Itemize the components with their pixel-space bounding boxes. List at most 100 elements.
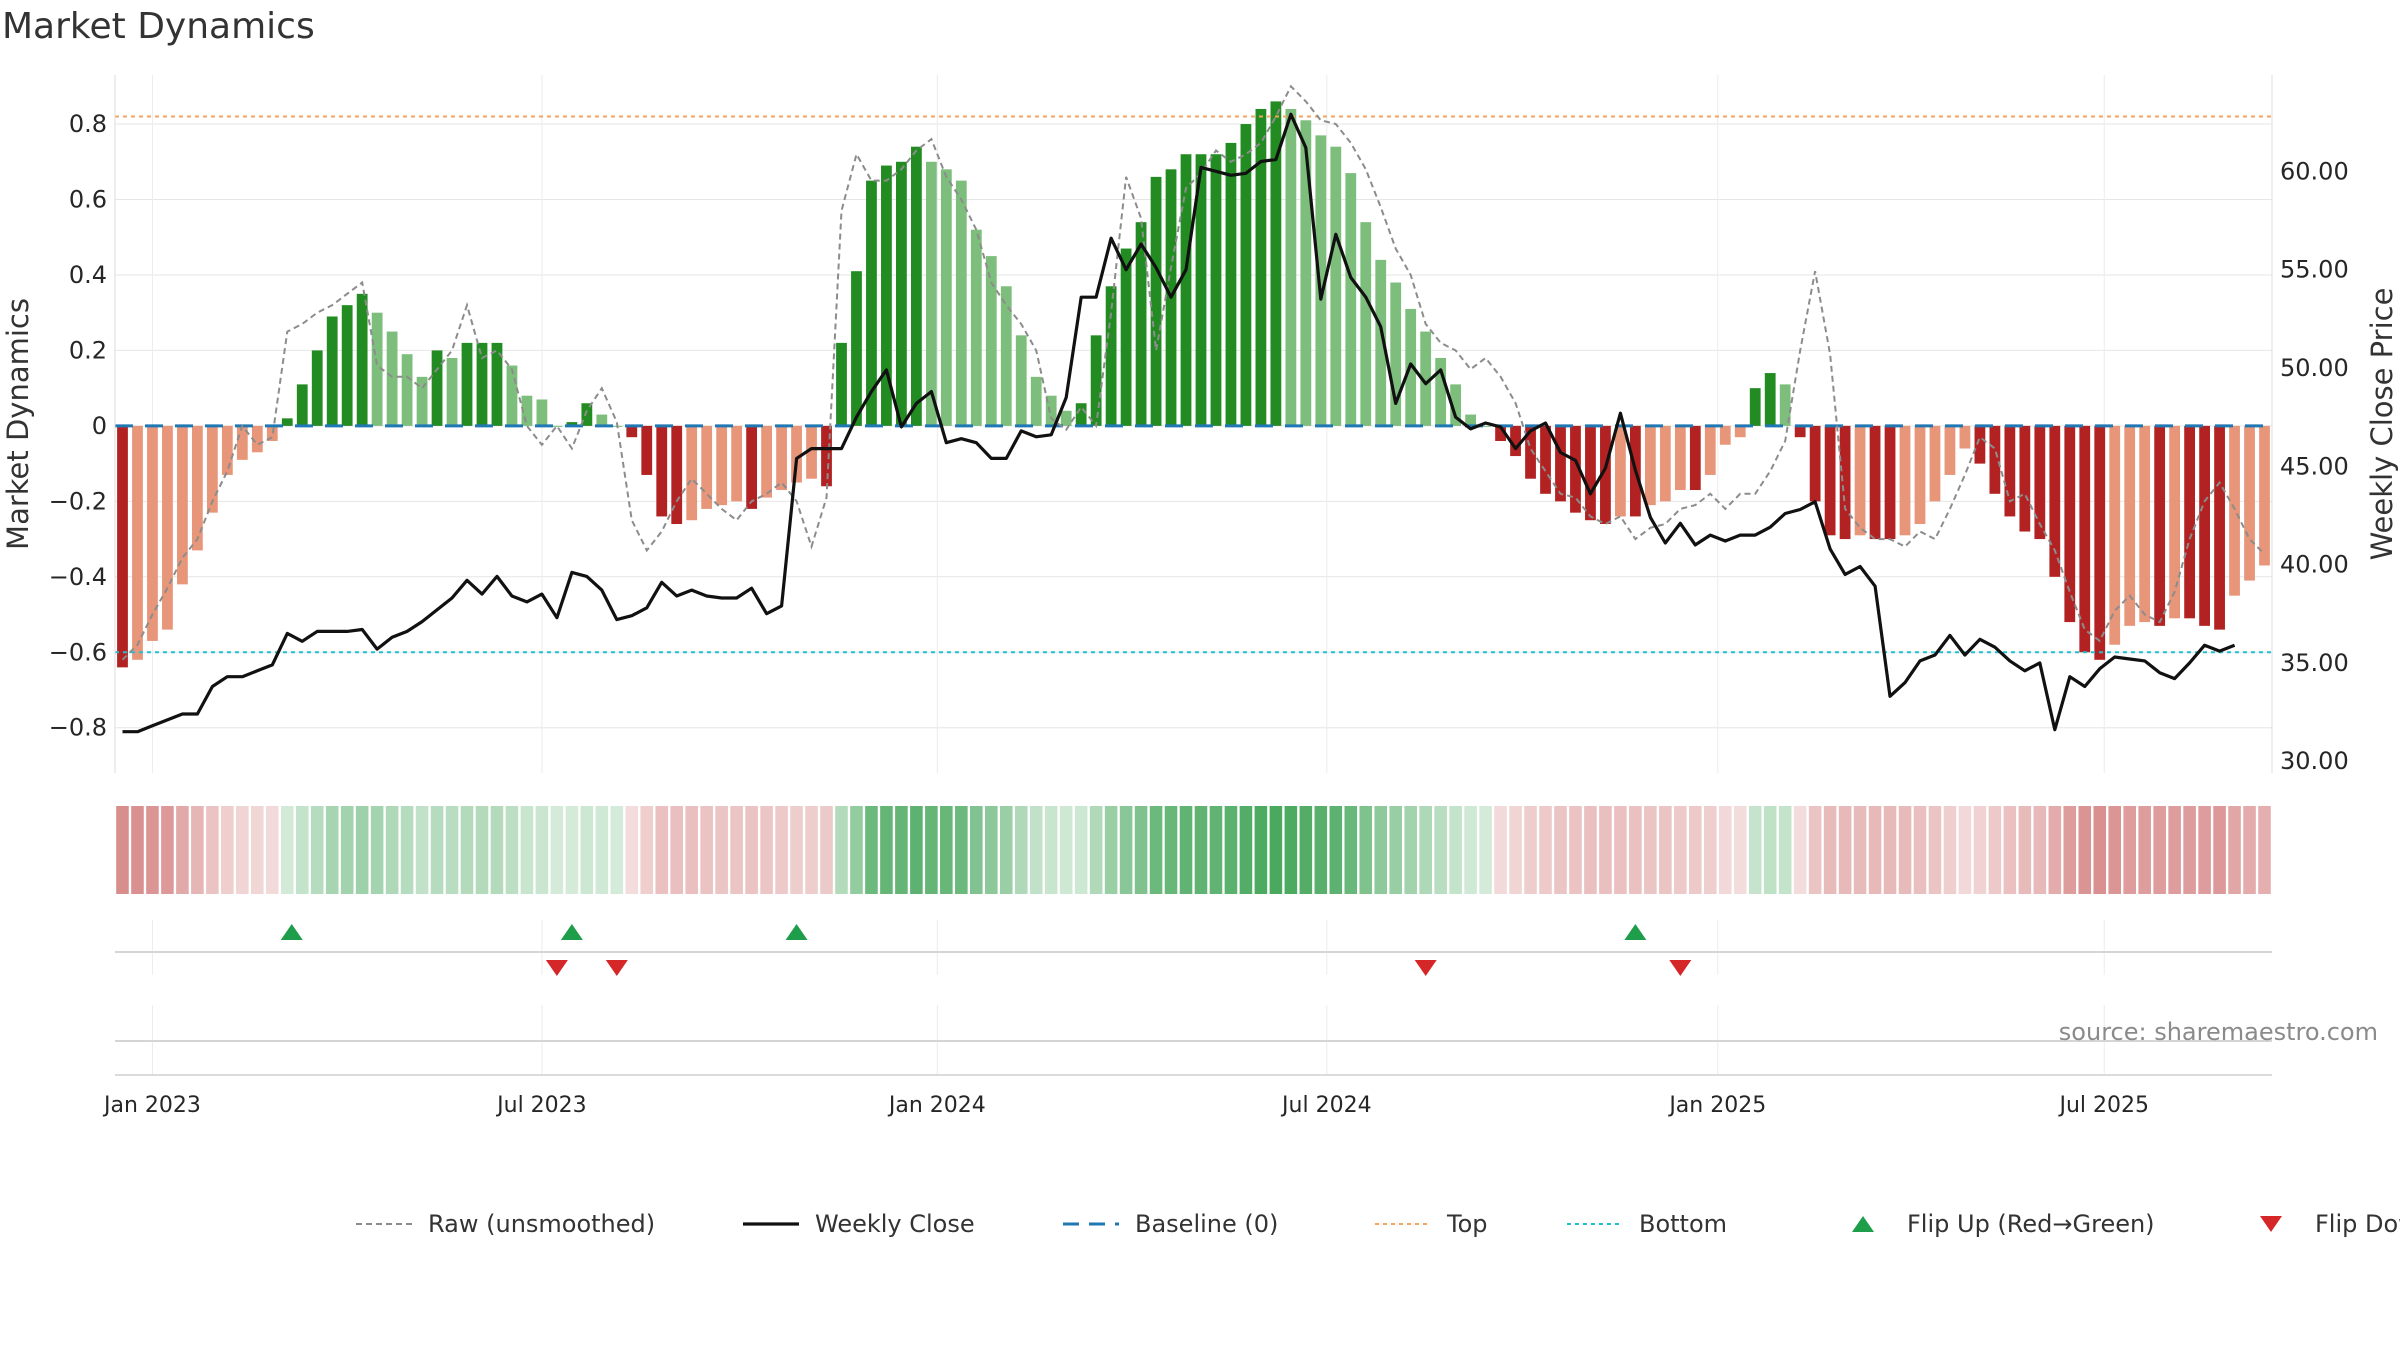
y-tick-label: −0.6 bbox=[49, 638, 107, 666]
heat-cell bbox=[445, 806, 459, 894]
heat-cell bbox=[1509, 806, 1522, 894]
legend[interactable]: Raw (unsmoothed) Weekly Close Baseline (0)… bbox=[356, 1210, 2400, 1238]
heat-cell bbox=[1134, 806, 1148, 894]
dynamics-bar bbox=[866, 180, 877, 426]
dynamics-bar bbox=[221, 425, 233, 475]
heat-cell bbox=[1599, 806, 1612, 894]
heat-cell bbox=[221, 806, 234, 894]
dynamics-bar bbox=[551, 425, 563, 427]
heat-cell bbox=[1913, 806, 1927, 894]
dynamics-bar bbox=[1330, 146, 1342, 426]
legend-item[interactable]: Top bbox=[1375, 1210, 1488, 1238]
heat-cell bbox=[670, 806, 684, 894]
dynamics-bar bbox=[1345, 173, 1357, 426]
heat-cell bbox=[865, 806, 878, 894]
heat-cell bbox=[1674, 806, 1687, 894]
heat-cell bbox=[146, 806, 159, 894]
heat-cell bbox=[2213, 806, 2226, 894]
dynamics-bar bbox=[476, 342, 488, 426]
dynamics-bar bbox=[1734, 425, 1746, 438]
dynamics-bar bbox=[1674, 425, 1686, 491]
heat-cell bbox=[131, 806, 144, 894]
heat-cell bbox=[1793, 806, 1807, 894]
y2-tick-label: 50.00 bbox=[2280, 354, 2349, 382]
dynamics-bar bbox=[326, 316, 338, 426]
dynamics-bar bbox=[1929, 425, 1941, 502]
dynamics-bar bbox=[791, 425, 802, 483]
heat-cell bbox=[760, 806, 773, 894]
heat-cell bbox=[415, 806, 429, 894]
heat-cell bbox=[2138, 806, 2151, 894]
heat-cell bbox=[1763, 806, 1777, 894]
chart-title: Market Dynamics bbox=[2, 6, 315, 47]
dynamics-bar bbox=[1420, 331, 1432, 426]
y-tick-label: −0.2 bbox=[49, 487, 107, 515]
dynamics-bar bbox=[251, 425, 263, 453]
dynamics-bar bbox=[2139, 425, 2151, 623]
heat-cell bbox=[1808, 806, 1822, 894]
y-axis-title: Market Dynamics bbox=[1, 298, 35, 550]
heat-cell bbox=[1329, 806, 1343, 894]
heat-cell bbox=[610, 806, 624, 894]
dynamics-bar bbox=[2019, 425, 2031, 532]
heat-cell bbox=[355, 806, 369, 894]
dynamics-bar bbox=[311, 350, 323, 426]
dynamics-bar bbox=[1959, 425, 1971, 449]
heat-cell bbox=[505, 806, 519, 894]
dynamics-bar bbox=[1360, 222, 1372, 426]
bars-layer bbox=[117, 101, 2270, 668]
y-tick-label: −0.4 bbox=[49, 563, 107, 591]
heat-cell bbox=[2003, 806, 2017, 894]
heat-cell bbox=[895, 806, 908, 894]
legend-item[interactable]: Baseline (0) bbox=[1063, 1210, 1278, 1238]
legend-item[interactable]: Raw (unsmoothed) bbox=[356, 1210, 655, 1238]
y2-tick-label: 35.00 bbox=[2280, 649, 2349, 677]
heat-cell bbox=[1524, 806, 1537, 894]
y-tick-label: −0.8 bbox=[49, 714, 107, 742]
dynamics-bar bbox=[162, 425, 173, 630]
dynamics-bar bbox=[1465, 414, 1477, 426]
heat-cell bbox=[325, 806, 339, 894]
dynamics-bar bbox=[731, 425, 743, 502]
heat-cell bbox=[730, 806, 743, 894]
dynamics-bar bbox=[536, 399, 548, 426]
dynamics-bar bbox=[1689, 425, 1701, 491]
heat-cell bbox=[265, 806, 279, 894]
y-tick-label: 0.2 bbox=[69, 336, 107, 364]
dynamics-bar bbox=[761, 425, 772, 498]
heat-cell bbox=[430, 806, 444, 894]
heat-cell bbox=[745, 806, 758, 894]
y2-tick-label: 45.00 bbox=[2280, 452, 2349, 480]
dynamics-bar bbox=[1779, 384, 1791, 426]
heat-cell bbox=[1883, 806, 1897, 894]
legend-item[interactable]: Flip Up (Red→Green) bbox=[1852, 1210, 2155, 1238]
heat-cell bbox=[1449, 806, 1462, 894]
heat-cell bbox=[1823, 806, 1837, 894]
y-tick-label: 0.4 bbox=[69, 261, 107, 289]
legend-item[interactable]: Bottom bbox=[1567, 1210, 1727, 1238]
heat-cell bbox=[1733, 806, 1747, 894]
heat-cell bbox=[1659, 806, 1672, 894]
heat-cell bbox=[385, 806, 399, 894]
heat-cell bbox=[984, 806, 998, 894]
heat-cell bbox=[2033, 806, 2047, 894]
heat-cell bbox=[1464, 806, 1477, 894]
y2-tick-label: 60.00 bbox=[2280, 157, 2349, 185]
dynamics-bar bbox=[1749, 388, 1761, 426]
heat-cell bbox=[1928, 806, 1942, 894]
dynamics-bar bbox=[1899, 425, 1911, 536]
dynamics-bar bbox=[147, 425, 158, 641]
dynamics-bar bbox=[641, 425, 653, 475]
dynamics-bar bbox=[1285, 108, 1297, 426]
dynamics-bar bbox=[177, 425, 188, 585]
heat-cell bbox=[1629, 806, 1642, 894]
dynamics-bar bbox=[461, 342, 473, 426]
heat-cell bbox=[1374, 806, 1388, 894]
heat-cell bbox=[1614, 806, 1627, 894]
dynamics-bar bbox=[206, 425, 218, 513]
legend-swatch bbox=[1852, 1216, 1874, 1232]
dynamics-bar bbox=[1510, 425, 1521, 457]
legend-item[interactable]: Weekly Close bbox=[743, 1210, 975, 1238]
heat-cell bbox=[1239, 806, 1253, 894]
legend-item[interactable]: Flip Down (Green→Red) bbox=[2260, 1210, 2400, 1238]
